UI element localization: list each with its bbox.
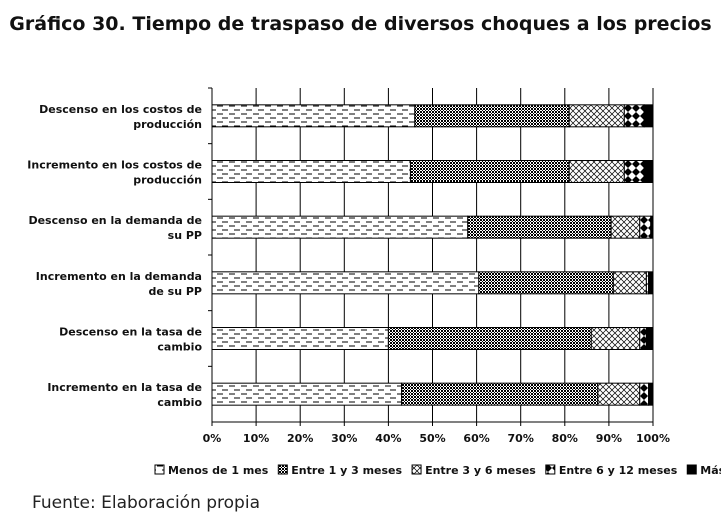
bar-segment-5-5: [645, 327, 654, 350]
source-note: Fuente: Elaboración propia: [32, 493, 260, 513]
bar-segment-4-3: [612, 271, 647, 295]
category-label-line: Incremento en la demanda: [36, 270, 202, 283]
legend-swatch: [277, 464, 288, 475]
category-label-line: producción: [133, 118, 202, 131]
bar-segment-1-2: [414, 104, 570, 128]
category-label: Incremento en la demanda de su PP: [36, 270, 202, 298]
bar-segment-6-3: [597, 382, 641, 406]
category-label: Descenso en los costos de producción: [39, 103, 202, 131]
legend-swatch: [686, 464, 697, 475]
category-label: Descenso en la tasa de cambio: [59, 326, 202, 354]
gridlines: [255, 88, 654, 422]
x-tick-label: 40%: [375, 432, 401, 445]
bar-segment-2-4: [623, 160, 645, 183]
x-tick-labels: 0% 10% 20% 30% 40% 50% 60% 70% 80% 90% 100%: [203, 432, 670, 445]
category-label-line: Incremento en la tasa de: [47, 381, 202, 394]
bar-segment-4-1: [211, 271, 480, 295]
legend-label: Más de 12 meses: [700, 464, 721, 477]
bars: [211, 104, 654, 406]
category-label-line: Descenso en la tasa de: [59, 326, 202, 339]
legend-label: Entre 3 y 6 meses: [425, 464, 536, 477]
x-tick-label: 30%: [331, 432, 357, 445]
bar-segment-3-2: [467, 215, 612, 239]
category-label-line: su PP: [168, 229, 202, 242]
bar-segment-4-5: [648, 271, 654, 295]
x-tick-label: 90%: [596, 432, 622, 445]
bar-segment-1-4: [623, 104, 645, 128]
bar-segment-5-4: [639, 327, 647, 350]
category-label-line: producción: [133, 174, 202, 187]
legend: Menos de 1 mes Entre 1 y 3 meses Entre 3 y…: [154, 464, 721, 477]
legend-label: Entre 6 y 12 meses: [559, 464, 678, 477]
x-tick-label: 10%: [243, 432, 269, 445]
bar-segment-1-3: [568, 104, 625, 128]
legend-label: Entre 1 y 3 meses: [291, 464, 402, 477]
bar-segment-2-3: [568, 160, 625, 183]
category-label-line: cambio: [157, 341, 202, 354]
bar-segment-3-5: [650, 215, 654, 239]
legend-swatch: [154, 464, 165, 475]
bar-segment-2-2: [409, 160, 570, 183]
x-tick-label: 100%: [636, 432, 670, 445]
category-label: Descenso en la demanda de su PP: [28, 214, 202, 242]
category-label-line: Incremento en los costos de: [27, 159, 202, 172]
chart-title: Gráfico 30. Tiempo de traspaso de divers…: [9, 13, 712, 35]
legend-label: Menos de 1 mes: [168, 464, 269, 477]
category-label: Incremento en los costos de producción: [27, 159, 202, 187]
x-tick-label: 80%: [552, 432, 578, 445]
bar-segment-3-4: [639, 215, 652, 239]
legend-swatch: [411, 464, 422, 475]
category-label: Incremento en la tasa de cambio: [47, 381, 202, 409]
bar-segment-5-1: [211, 327, 389, 350]
bar-segment-1-5: [643, 104, 654, 128]
bar-segment-2-1: [211, 160, 411, 183]
x-tick-label: 60%: [463, 432, 489, 445]
bar-segment-6-2: [401, 382, 599, 406]
category-label-line: Descenso en la demanda de: [28, 214, 202, 227]
legend-swatch: [545, 464, 556, 475]
x-tick-label: 20%: [287, 432, 313, 445]
x-tick-label: 50%: [419, 432, 445, 445]
bar-segment-1-1: [211, 104, 416, 128]
bar-segment-5-2: [387, 327, 592, 350]
category-label-line: cambio: [157, 396, 202, 409]
bar-segment-4-2: [478, 271, 614, 295]
axes: [208, 87, 654, 426]
bar-segment-6-4: [639, 382, 650, 406]
x-tick-label: 70%: [508, 432, 534, 445]
x-tick-label: 0%: [203, 432, 222, 445]
category-label-line: de su PP: [149, 285, 203, 298]
bar-segment-3-1: [211, 215, 469, 239]
bar-segment-2-5: [643, 160, 654, 183]
bar-segment-3-3: [610, 215, 641, 239]
bar-segment-6-5: [648, 382, 654, 406]
bar-segment-5-3: [590, 327, 641, 350]
category-label-line: Descenso en los costos de: [39, 103, 202, 116]
category-labels: Descenso en los costos de producciónIncre…: [27, 103, 202, 409]
bar-segment-6-1: [211, 382, 403, 406]
